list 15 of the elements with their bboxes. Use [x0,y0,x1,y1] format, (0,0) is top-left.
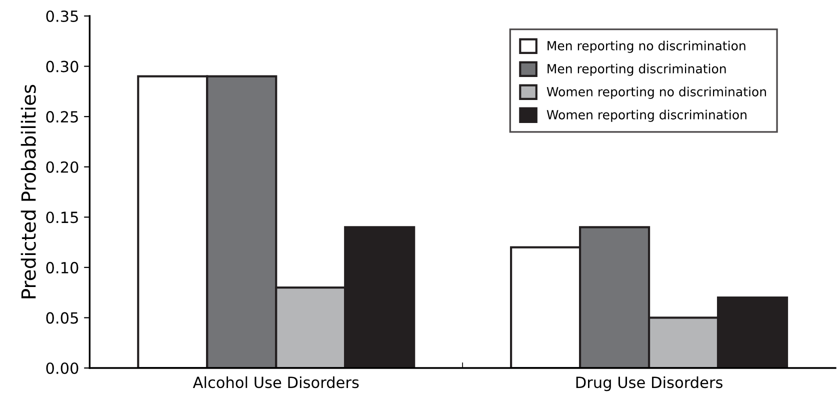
legend-label: Women reporting no discrimination [546,86,766,99]
y-tick-label: 0.20 [46,161,78,173]
y-tick-label: 0.15 [46,212,78,224]
legend-label: Men reporting discrimination [548,64,726,76]
legend-label: Women reporting discrimination [546,110,746,122]
x-tick-label: Alcohol Use Disorders [192,376,359,388]
y-tick-label: 0.00 [46,362,78,374]
y-tick-label: 0.10 [46,262,78,274]
y-tick-label: 0.05 [46,312,78,324]
y-axis-title: Predicted Probabilities [20,84,36,298]
y-tick-label: 0.35 [46,10,78,22]
y-tick-label: 0.30 [46,60,78,72]
x-tick-label: Drug Use Disorders [576,376,722,392]
legend-label: Men reporting no discrimination [548,40,746,53]
y-tick-label: 0.25 [46,111,78,123]
